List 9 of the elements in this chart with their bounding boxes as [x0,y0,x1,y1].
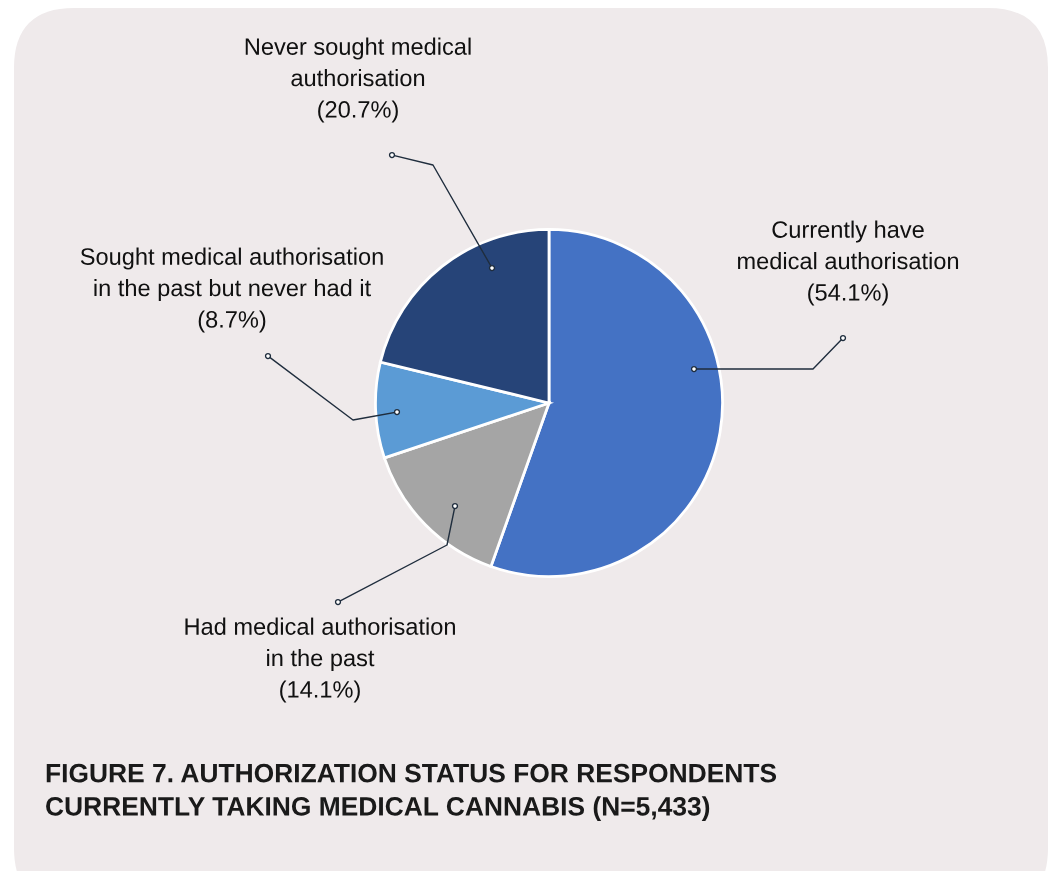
data-label: (8.7%) [198,310,266,333]
data-label: (20.7%) [318,100,398,123]
text: FIGURE 7. AUTHORIZATION STATUS FOR RESPONDENTS CURRENTLY TAKING MEDICAL CANNABIS (N=5,433) [46,763,777,821]
slice-label: Currently have medical authorisation [738,220,959,270]
data-label: (54.1%) [808,283,888,306]
data-label: (14.1%) [280,680,360,703]
slice-label: Never sought medical authorisation [245,37,471,87]
slice-label: Sought medical authorisation in the past but never had it [80,247,383,301]
slice-label: Had medical authorisation in the past [185,617,455,672]
